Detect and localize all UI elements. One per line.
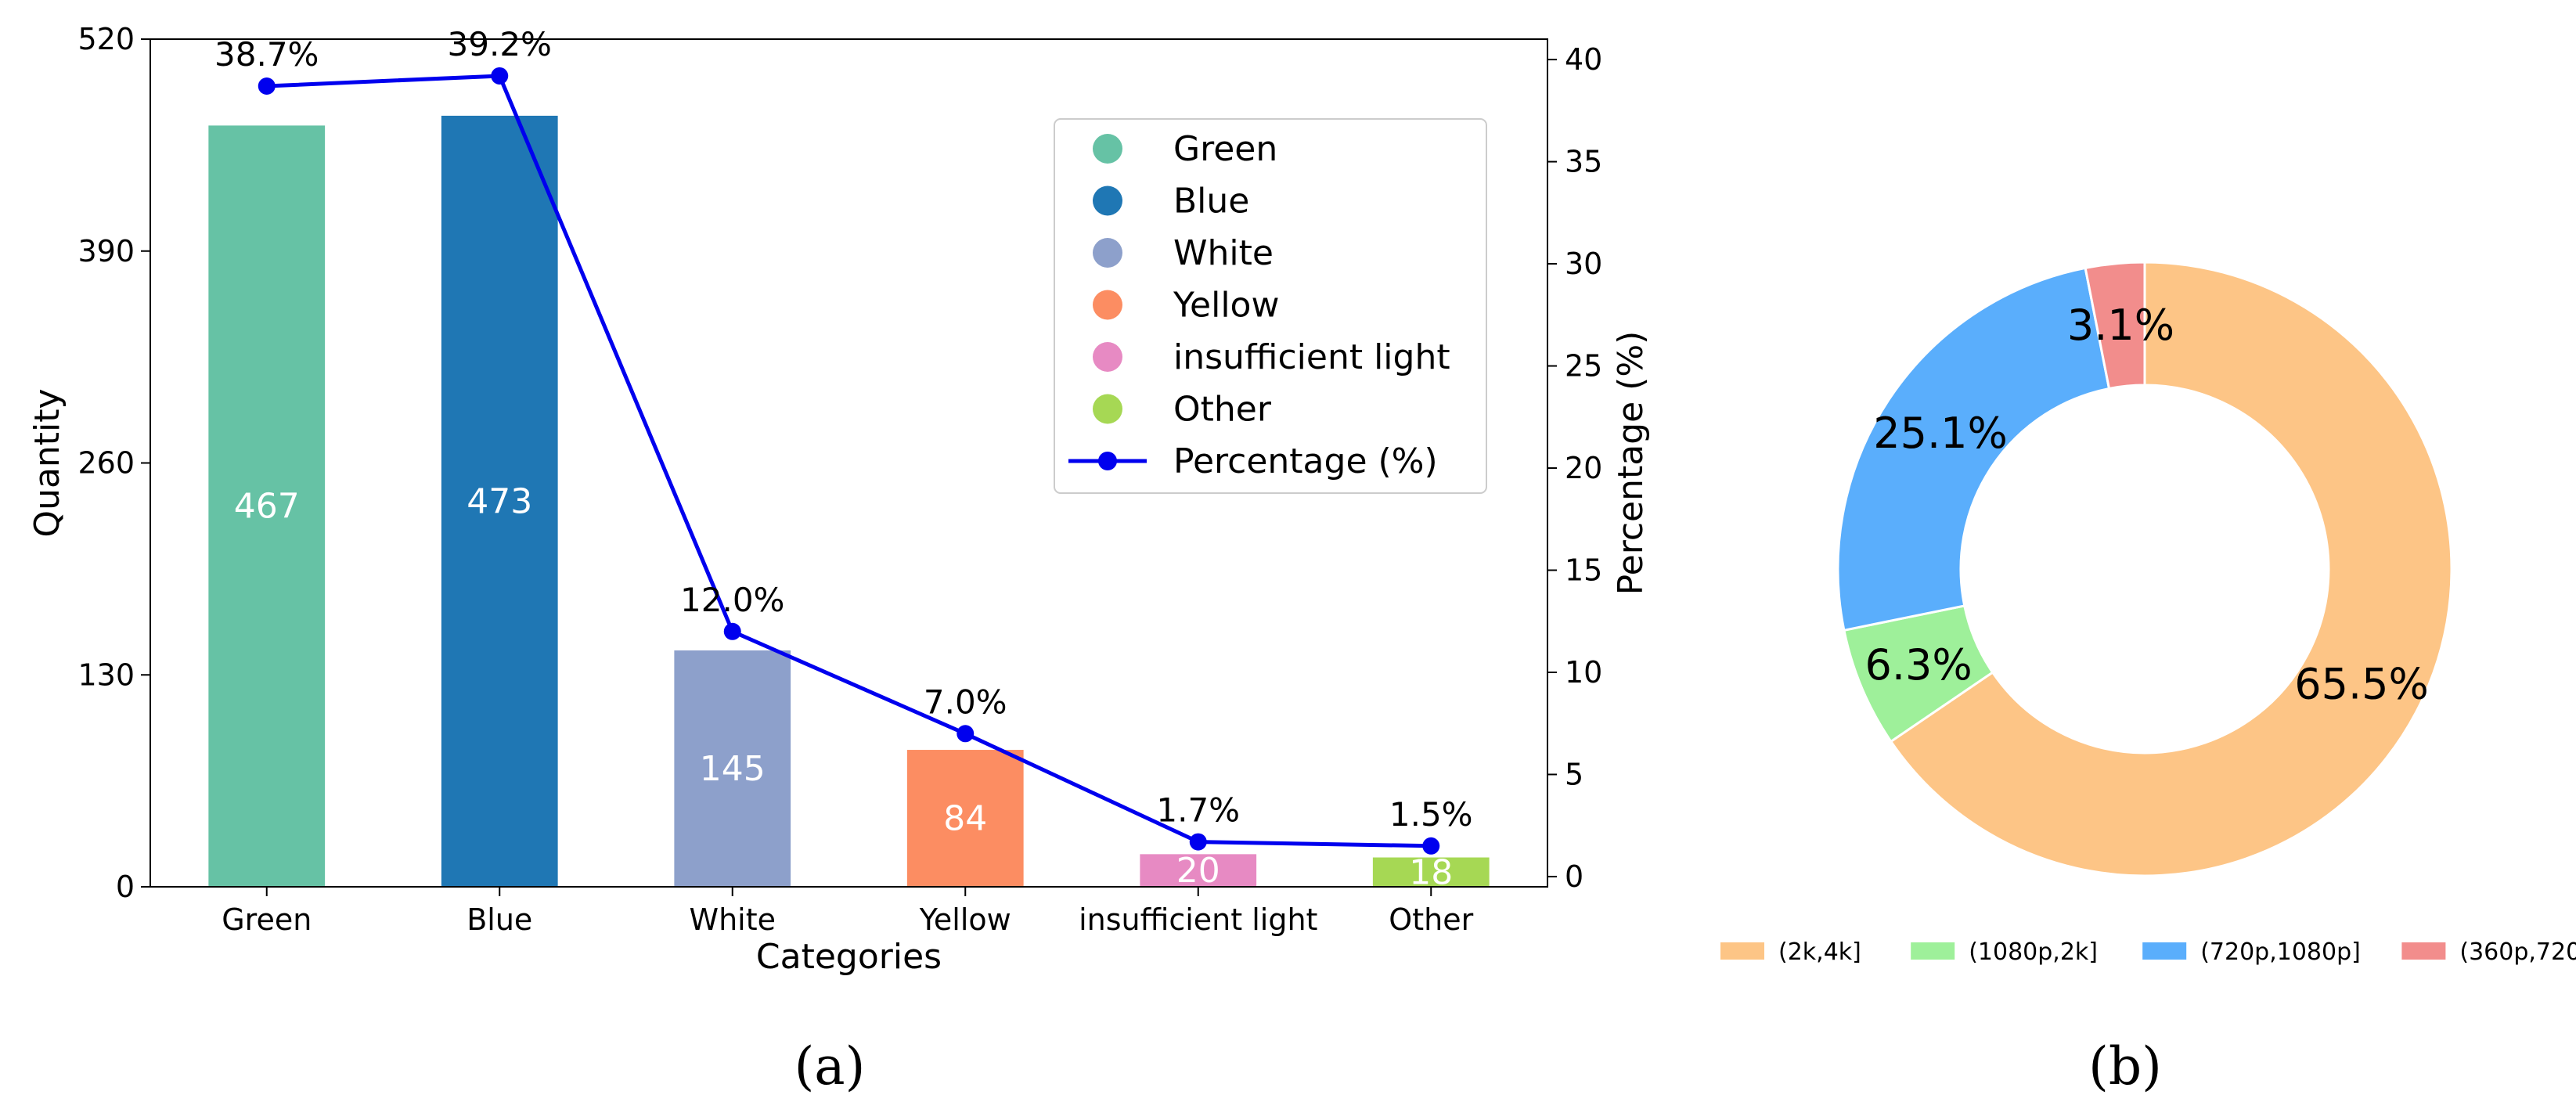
x-axis-label: Categories — [756, 937, 942, 977]
legend-marker-4 — [1093, 342, 1122, 372]
percentage-point-1 — [491, 67, 509, 85]
donut-legend-swatch-0 — [1720, 942, 1764, 960]
percentage-label-0: 38.7% — [214, 35, 319, 74]
donut-legend-label-3: (360p,720p] — [2459, 938, 2576, 966]
donut-slice-label-1: 6.3% — [1865, 640, 1973, 690]
legend: Green Blue White Yellow insufficient light Ot… — [1054, 118, 1487, 494]
percentage-point-4 — [1189, 833, 1207, 851]
y2-tick-label: 20 — [1565, 451, 1602, 485]
bar-value-label-4: 20 — [1176, 851, 1220, 891]
legend-line-point — [1098, 452, 1117, 470]
bar-5 — [1372, 857, 1490, 887]
y2-tick-label: 0 — [1565, 859, 1583, 894]
legend-entry-4: insufficient light — [1173, 337, 1450, 377]
legend-entry-5: Other — [1173, 390, 1272, 430]
donut-legend-swatch-3 — [2401, 942, 2446, 960]
donut-slice-label-3: 3.1% — [2067, 301, 2174, 350]
legend-entry-6: Percentage (%) — [1173, 441, 1438, 481]
donut-legend-label-1: (1080p,2k] — [1969, 938, 2098, 966]
percentage-label-5: 1.5% — [1389, 795, 1473, 834]
x-tick-label: White — [690, 902, 776, 937]
x-tick-label: Blue — [467, 902, 532, 937]
legend-marker-0 — [1093, 134, 1122, 164]
bar-value-label-5: 18 — [1409, 852, 1453, 892]
donut-legend-label-2: (720p,1080p] — [2200, 938, 2361, 966]
donut-slice-2 — [1836, 266, 2111, 632]
percentage-line — [266, 74, 1432, 848]
y2-tick-label: 25 — [1565, 349, 1602, 384]
legend-marker-5 — [1093, 394, 1122, 424]
bar-value-label-3: 84 — [943, 799, 987, 839]
bar-line-chart: 467 473 145 84 20 18 0 130 260 390 520 0 5 10 15 20 25 30… — [27, 22, 1651, 1097]
donut-legend-label-0: (2k,4k] — [1778, 938, 1861, 966]
legend-entry-1: Blue — [1173, 182, 1249, 222]
legend-marker-3 — [1093, 290, 1122, 320]
donut-legend: (2k,4k] (1080p,2k] (720p,1080p] (360p,720p] — [1720, 938, 2576, 966]
legend-entry-0: Green — [1173, 129, 1277, 169]
y2-tick-label: 15 — [1565, 553, 1602, 588]
percentage-point-0 — [258, 77, 276, 95]
donut-slice-3 — [2084, 261, 2146, 391]
bar-1 — [441, 115, 558, 887]
bar-2 — [674, 650, 791, 887]
bar-value-label-1: 473 — [467, 481, 532, 521]
percentage-point-5 — [1422, 837, 1440, 855]
donut-slice-label-0: 65.5% — [2294, 660, 2429, 709]
legend-entry-3: Yellow — [1173, 286, 1279, 326]
donut-legend-swatch-2 — [2142, 942, 2187, 960]
bar-4 — [1140, 854, 1257, 887]
x-tick-label: insufficient light — [1079, 902, 1317, 937]
percentage-point-3 — [957, 725, 975, 743]
percentage-point-2 — [723, 622, 741, 640]
y2-axis-label: Percentage (%) — [1611, 331, 1651, 596]
x-tick-label: Green — [222, 902, 312, 937]
donut-slice-label-2: 25.1% — [1873, 409, 2008, 458]
bar-0 — [208, 125, 326, 887]
caption-b: (b) — [2088, 1036, 2162, 1097]
donut-legend-swatch-1 — [1911, 942, 1955, 960]
donut-chart: 65.5% 6.3% 25.1% 3.1% (2k,4k] (1080p,2k] (720p… — [1720, 261, 2576, 1097]
bar-value-label-0: 467 — [234, 487, 300, 527]
legend-marker-1 — [1093, 186, 1122, 216]
y-tick-label: 390 — [77, 234, 135, 268]
y2-tick-label: 10 — [1565, 655, 1602, 690]
bar-value-label-2: 145 — [700, 749, 766, 789]
donut-slice-0 — [1889, 261, 2453, 877]
legend-box — [1054, 118, 1487, 494]
y-tick-label: 520 — [77, 22, 135, 56]
y-tick-label: 130 — [77, 657, 135, 692]
percentage-label-4: 1.7% — [1156, 791, 1240, 830]
percentage-label-3: 7.0% — [924, 683, 1007, 721]
legend-marker-2 — [1093, 238, 1122, 268]
y-tick-label: 260 — [77, 446, 135, 481]
y-tick-label: 0 — [116, 870, 135, 904]
y2-tick-label: 5 — [1565, 757, 1583, 791]
x-tick-label: Yellow — [919, 902, 1011, 937]
percentage-label-2: 12.0% — [680, 581, 784, 619]
legend-entry-2: White — [1173, 233, 1274, 273]
percentage-label-1: 39.2% — [448, 25, 552, 63]
y-axis-label: Quantity — [27, 388, 67, 537]
bar-3 — [906, 750, 1024, 887]
y2-tick-label: 40 — [1565, 42, 1602, 77]
caption-a: (a) — [794, 1036, 866, 1097]
x-tick-label: Other — [1389, 902, 1473, 937]
y2-tick-label: 35 — [1565, 145, 1602, 179]
y2-tick-label: 30 — [1565, 247, 1602, 281]
